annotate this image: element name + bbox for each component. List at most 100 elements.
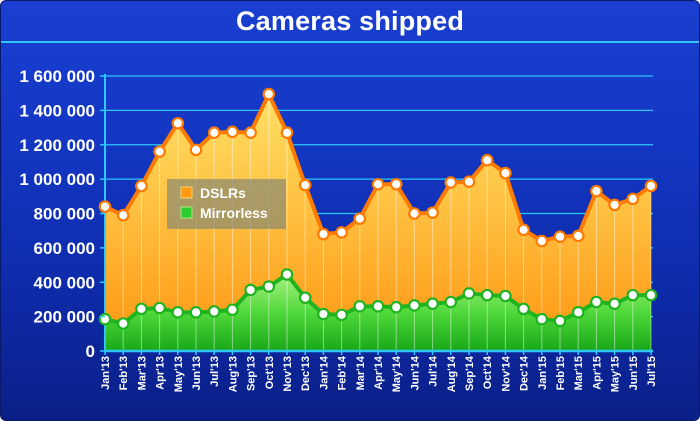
legend-mirrorless-label: Mirrorless (200, 205, 268, 221)
dslrs-point (590, 184, 603, 198)
dslrs-point (571, 229, 585, 243)
mirrorless-point (480, 288, 494, 302)
dslrs-point (335, 226, 348, 239)
chart-title: Cameras shipped (235, 6, 465, 36)
dslrs-point (153, 145, 166, 158)
dslrs-point (535, 234, 549, 248)
mirrorless-point (171, 306, 185, 319)
y-axis-ticks: 0 200 000 400 000 600 000 800 000 1 000 000 1 … (19, 67, 105, 361)
x-tick-label: Mar'14 (355, 355, 367, 390)
dslrs-area (105, 94, 651, 351)
x-tick-label: Oct'14 (482, 355, 494, 389)
dslrs-point (353, 212, 367, 225)
dslrs-point (317, 227, 330, 241)
mirrorless-point (590, 295, 603, 309)
mirrorless-point (280, 268, 294, 281)
mirrorless-point (644, 288, 658, 302)
x-axis-ticks: Jan'13 Feb'13 Mar'13 Apr'13 May'13 Jun'13 Jul'… (100, 351, 658, 392)
plot-areas (105, 94, 651, 351)
mirrorless-point (426, 297, 439, 311)
x-tick-label: Jul'15 (646, 356, 658, 387)
mirrorless-point (462, 287, 476, 300)
mirrorless-point (298, 291, 312, 305)
x-tick-label: Jan'14 (318, 355, 330, 390)
x-tick-label: Sep'14 (464, 355, 476, 391)
x-tick-label: Aug'13 (227, 356, 239, 392)
x-tick-label: Apr'15 (591, 356, 603, 390)
mirrorless-point (571, 306, 585, 319)
x-tick-label: May'14 (391, 355, 403, 392)
x-tick-label: Oct'13 (264, 356, 276, 389)
legend-dslrs-swatch (180, 186, 193, 199)
mirrorless-point (317, 307, 330, 321)
dslrs-point (116, 208, 130, 222)
dslrs-point (135, 179, 148, 193)
y-tick-label: 200 000 (34, 308, 95, 327)
dslrs-point (480, 153, 494, 167)
x-tick-label: Mar'13 (136, 356, 148, 390)
x-tick-label: Feb'15 (555, 356, 567, 390)
dslrs-point (171, 116, 185, 130)
dslrs-point (371, 177, 385, 191)
dslrs-point (389, 177, 403, 191)
x-tick-label: Nov'13 (282, 356, 294, 392)
dslrs-point (280, 126, 294, 140)
mirrorless-point (608, 297, 621, 311)
x-tick-label: Jan'13 (100, 356, 112, 390)
legend: DSLRs Mirrorless (167, 179, 286, 229)
mirrorless-point (553, 314, 567, 328)
mirrorless-point (499, 289, 512, 303)
x-tick-label: May'15 (610, 356, 622, 392)
x-tick-label: Feb'14 (337, 355, 349, 390)
dslrs-point (207, 126, 221, 140)
dslrs-point (553, 230, 567, 244)
x-tick-label: Dec'14 (519, 355, 531, 391)
x-tick-label: Jan'15 (537, 356, 549, 390)
dslrs-point (244, 126, 257, 140)
x-tick-label: Jun'14 (409, 355, 421, 390)
mirrorless-point (626, 288, 640, 302)
mirrorless-point (98, 312, 112, 326)
dslrs-point (408, 207, 421, 220)
mirrorless-point (262, 280, 276, 293)
mirrorless-point (389, 300, 403, 314)
mirrorless-point (189, 306, 203, 319)
y-tick-label: 1 600 000 (19, 67, 95, 86)
dslrs-point (499, 166, 512, 180)
mirrorless-point (135, 302, 148, 316)
title-divider (1, 41, 699, 43)
x-tick-label: Aug'14 (446, 355, 458, 392)
x-tick-label: May'13 (173, 356, 185, 392)
dslrs-point (626, 192, 640, 206)
y-tick-label: 400 000 (34, 273, 95, 292)
mirrorless-point (207, 305, 221, 318)
x-tick-label: Feb'13 (118, 356, 130, 390)
x-tick-label: Apr'13 (155, 356, 167, 390)
dslrs-point (262, 87, 276, 101)
mirrorless-point (353, 300, 367, 313)
dslrs-point (426, 206, 439, 219)
x-tick-label: Jun'15 (628, 356, 640, 390)
y-tick-label: 0 (86, 342, 95, 361)
x-tick-label: Mar'15 (573, 356, 585, 390)
dslrs-point (608, 198, 621, 212)
data-markers (98, 87, 658, 330)
dslrs-point (462, 175, 476, 189)
x-tick-label: Apr'14 (373, 355, 385, 390)
mirrorless-point (116, 317, 130, 330)
legend-mirrorless-swatch (180, 206, 193, 219)
x-tick-label: Nov'14 (500, 355, 512, 392)
mirrorless-point (335, 308, 348, 322)
y-tick-label: 600 000 (34, 239, 95, 258)
dslrs-point (298, 178, 312, 192)
dslrs-point (226, 125, 239, 139)
x-tick-label: Dec'13 (300, 356, 312, 391)
y-tick-label: 800 000 (34, 205, 95, 224)
mirrorless-point (244, 283, 257, 297)
mirrorless-point (444, 295, 458, 309)
mirrorless-point (517, 302, 530, 316)
y-tick-label: 1 400 000 (19, 101, 95, 120)
y-tick-label: 1 200 000 (19, 136, 95, 155)
x-tick-label: Jun'13 (191, 356, 203, 390)
